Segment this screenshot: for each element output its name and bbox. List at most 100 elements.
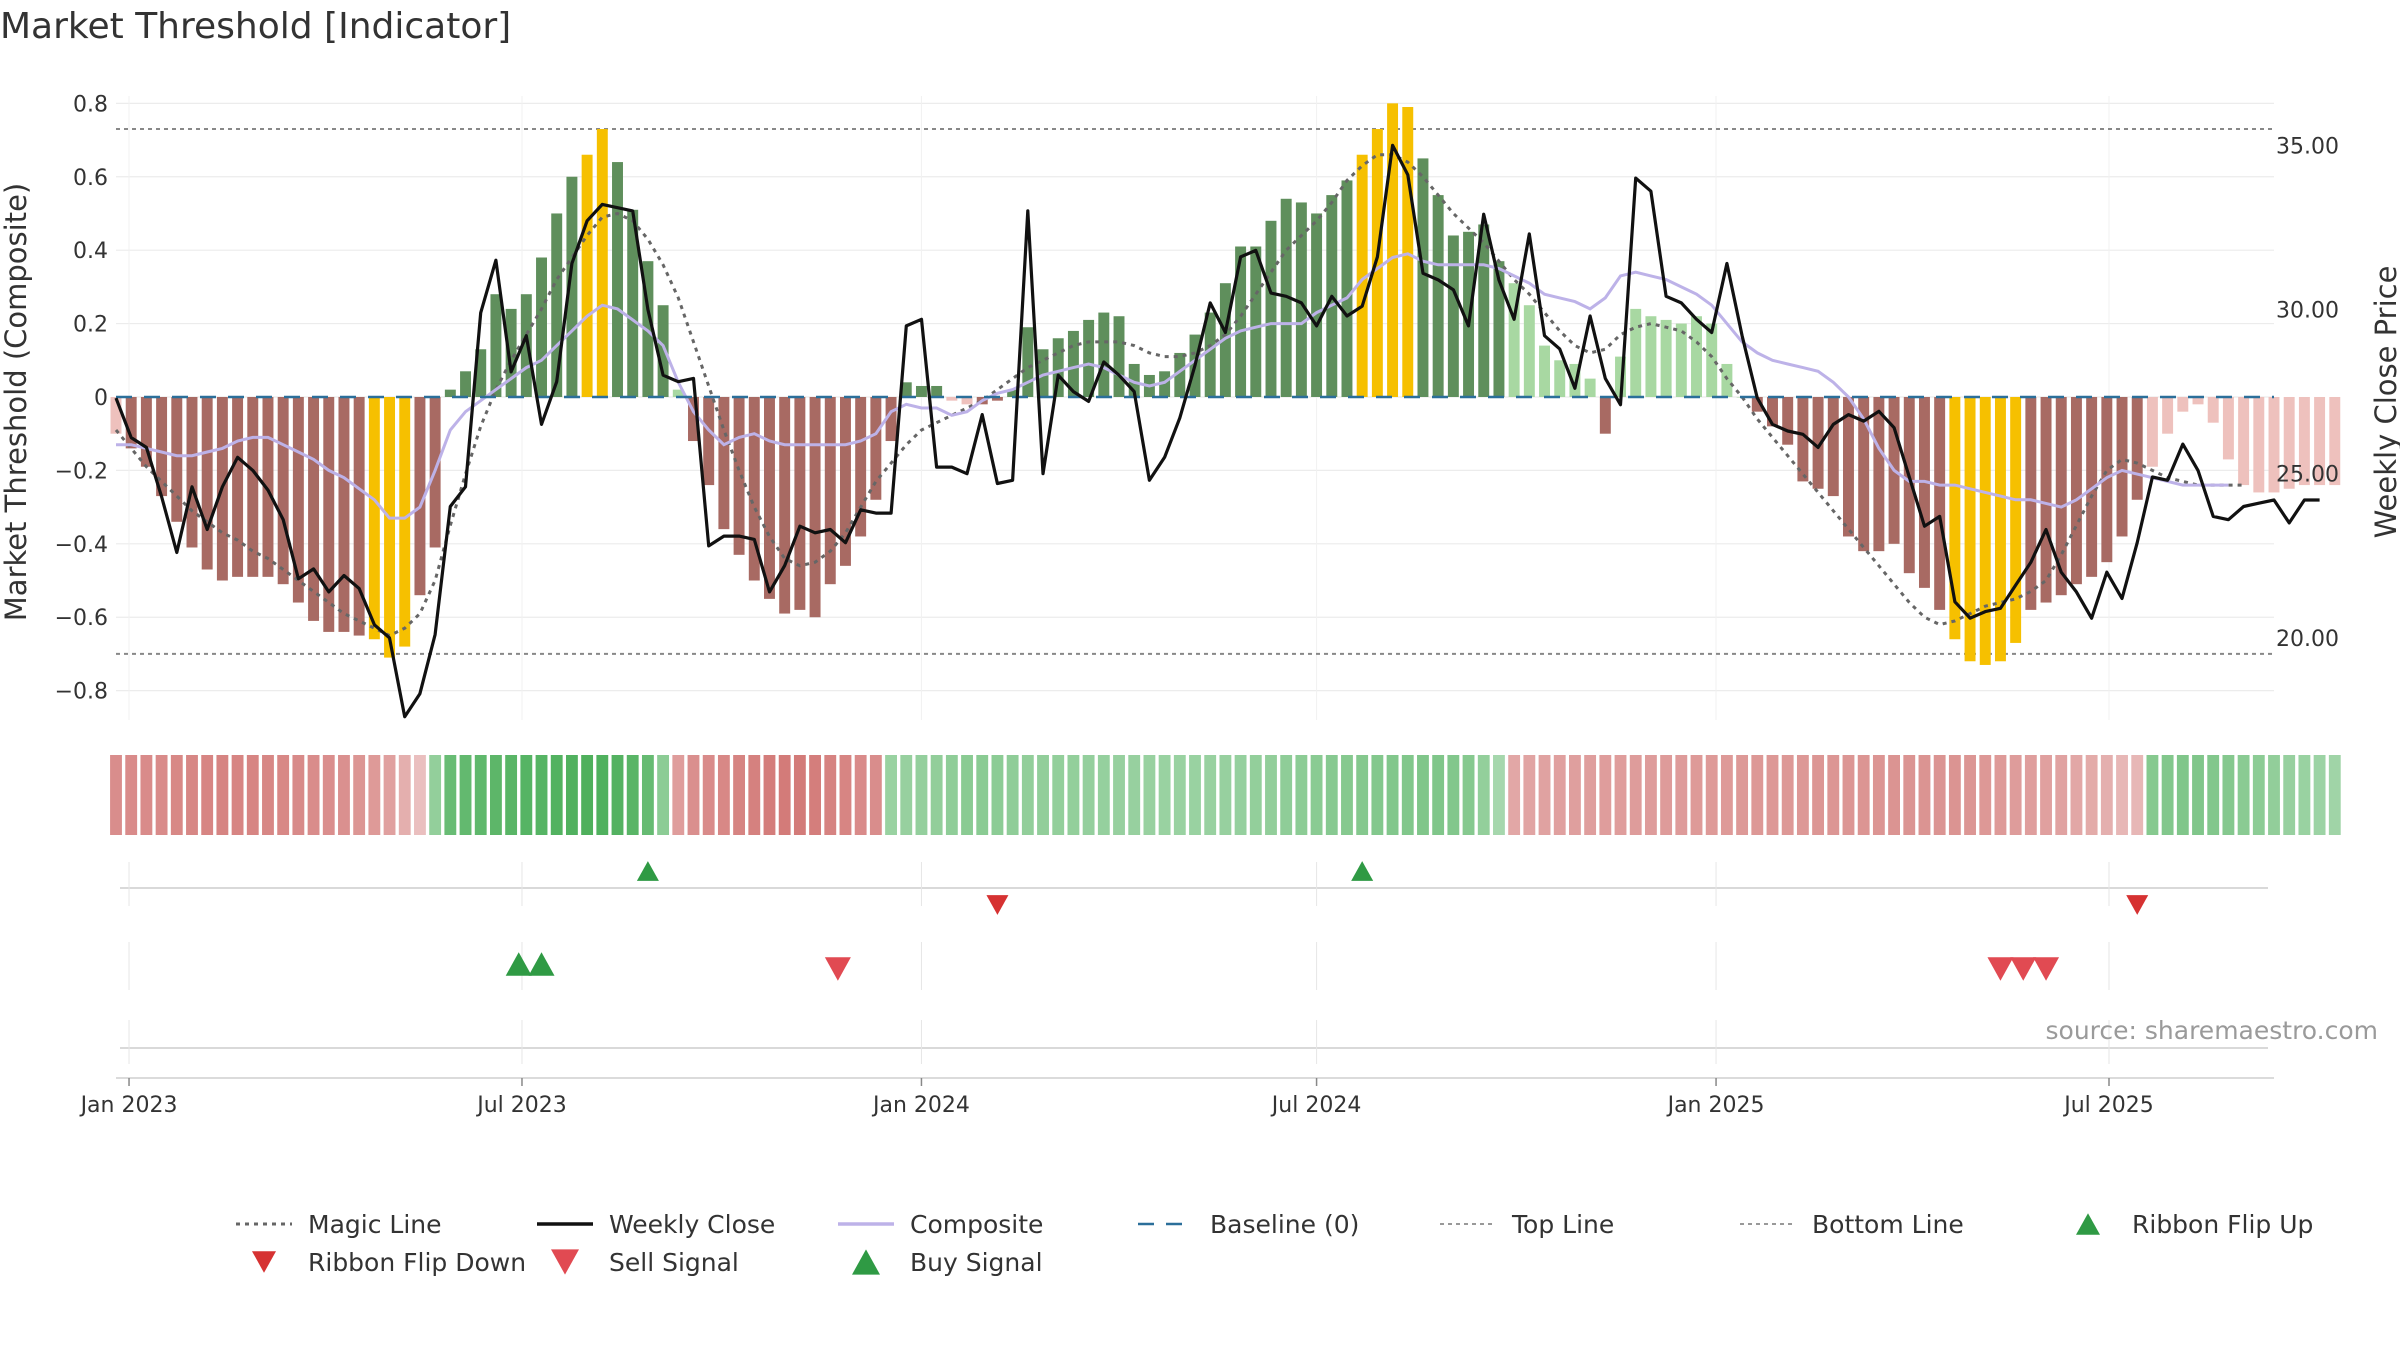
composite-bar — [2131, 396, 2143, 500]
ribbon-cell — [1994, 755, 2007, 835]
sell-signal-marker — [824, 957, 851, 981]
composite-bar — [657, 305, 669, 397]
ribbon-cell — [353, 755, 366, 835]
ribbon-cell — [1113, 755, 1125, 835]
buy-signal-marker — [505, 952, 532, 976]
composite-bar — [1447, 235, 1459, 397]
ribbon-cell — [1006, 755, 1019, 835]
composite-bar — [156, 396, 168, 497]
ribbon-cell — [1204, 755, 1217, 835]
composite-bar — [1037, 349, 1049, 397]
composite-bar — [703, 396, 715, 486]
legend-label: Composite — [910, 1210, 1043, 1239]
composite-bar — [1250, 246, 1262, 397]
y-tick-label-left: 0.2 — [73, 313, 108, 338]
composite-bar — [1675, 323, 1687, 397]
ribbon-cell — [550, 755, 563, 835]
legend-label: Weekly Close — [609, 1210, 775, 1239]
ribbon-cell — [383, 755, 396, 835]
ribbon-cell — [201, 755, 214, 835]
composite-bar — [140, 396, 152, 467]
legend-item: Top Line — [1440, 1210, 1614, 1239]
ribbon-cell — [216, 755, 229, 835]
ribbon-cell — [1644, 755, 1657, 835]
composite-bar — [809, 396, 821, 618]
ribbon-cell — [186, 755, 198, 835]
ribbon-cell — [1705, 755, 1718, 835]
composite-bar — [2298, 396, 2310, 486]
composite-bar — [1599, 396, 1611, 434]
composite-bar — [1113, 316, 1125, 397]
y-tick-label-left: −0.8 — [55, 680, 108, 705]
composite-bar — [490, 294, 502, 397]
composite-bar — [824, 396, 836, 585]
composite-bar — [991, 396, 1003, 401]
composite-bar — [2314, 396, 2326, 486]
ribbon-cell — [1158, 755, 1171, 835]
composite-bar — [672, 389, 684, 397]
composite-bar — [505, 308, 517, 397]
legend-item: Weekly Close — [537, 1210, 775, 1239]
ribbon-cell — [1341, 755, 1353, 835]
composite-line — [116, 252, 2229, 520]
ribbon-cell — [2009, 755, 2022, 835]
legend-item: Ribbon Flip Up — [2076, 1210, 2313, 1239]
composite-bar — [1873, 396, 1885, 552]
composite-bar — [855, 396, 867, 537]
legend-label: Sell Signal — [609, 1248, 739, 1277]
y-axis-right-ticks: 35.00 30.00 25.00 20.00 — [2276, 134, 2339, 652]
ribbon-cell — [565, 755, 578, 835]
composite-bar — [581, 154, 593, 397]
composite-bar — [1706, 323, 1718, 397]
ribbon-cell — [2070, 755, 2083, 835]
ribbon-cell — [1781, 755, 1794, 835]
ribbon-cell — [2207, 755, 2220, 835]
ribbon-cell — [657, 755, 670, 835]
composite-bar — [1067, 330, 1079, 397]
composite-bar — [536, 257, 547, 397]
composite-bar — [1782, 396, 1794, 445]
y-tick-label-left: −0.6 — [55, 606, 108, 631]
ribbon-cell — [1401, 755, 1414, 835]
trend-ribbon — [110, 755, 2341, 835]
weekly-close-line — [114, 143, 2320, 719]
ribbon-cell — [2237, 755, 2250, 835]
ribbon-cell — [1097, 755, 1110, 835]
ribbon-cell — [307, 755, 320, 835]
ribbon-cell — [1538, 755, 1551, 835]
ribbon-cell — [246, 755, 259, 835]
ribbon-cell — [1720, 755, 1733, 835]
composite-bar — [1918, 396, 1930, 588]
ribbon-cell — [2040, 755, 2052, 835]
legend-label: Ribbon Flip Down — [308, 1248, 526, 1277]
ribbon-cell — [581, 755, 594, 835]
ribbon-cell — [1280, 755, 1293, 835]
ribbon-cell — [155, 755, 168, 835]
ribbon-cell — [2328, 755, 2341, 835]
legend-label: Bottom Line — [1812, 1210, 1964, 1239]
composite-bar — [1128, 363, 1140, 397]
ribbon-cell — [778, 755, 791, 835]
ribbon-cell — [1629, 755, 1642, 835]
composite-bar — [1797, 396, 1809, 482]
composite-bar — [1660, 319, 1672, 397]
ribbon-cell — [1234, 755, 1247, 835]
composite-bar — [2329, 396, 2341, 486]
legend-label: Buy Signal — [910, 1248, 1043, 1277]
composite-bar — [201, 396, 213, 570]
ribbon-cell — [1249, 755, 1262, 835]
ribbon-cell — [1918, 755, 1931, 835]
composite-bar — [1007, 389, 1019, 397]
y-tick-label-left: −0.2 — [55, 459, 108, 484]
ribbon-cell — [2085, 755, 2098, 835]
ribbon-cell — [930, 755, 943, 835]
sell-signal-marker — [2033, 957, 2060, 981]
ribbon-cell — [1660, 755, 1673, 835]
composite-bar — [1934, 396, 1946, 610]
ribbon-cell — [262, 755, 274, 835]
ribbon-cell — [1933, 755, 1946, 835]
ribbon-cell — [1310, 755, 1323, 835]
ribbon-cell — [1082, 755, 1095, 835]
composite-bar — [1645, 316, 1657, 397]
